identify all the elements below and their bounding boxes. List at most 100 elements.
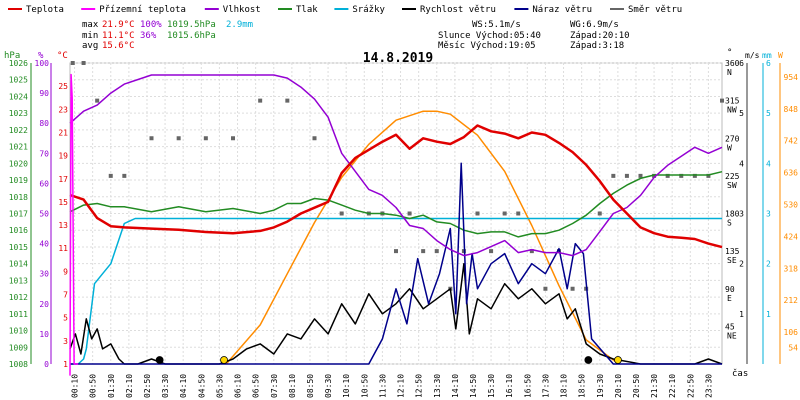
pressure-tick-11: 1019 — [9, 176, 28, 185]
pressure-tick-4: 1012 — [9, 293, 28, 302]
time-tick-18: 12:10 — [397, 374, 406, 398]
marker-sunset — [614, 356, 622, 364]
summary-avg-1: 15.6°C — [102, 41, 135, 51]
rain-tick-4: 5 — [766, 109, 771, 118]
pressure-tick-18: 1026 — [9, 59, 28, 68]
temperature-tick-1: 3 — [63, 337, 68, 346]
radiation-axis-unit: W — [778, 51, 783, 60]
temperature-tick-2: 5 — [63, 314, 68, 323]
humidity-tick-6: 60 — [39, 179, 49, 188]
time-tick-30: 20:10 — [614, 374, 623, 398]
pressure-tick-9: 1017 — [9, 210, 28, 219]
direction-tick-0: 45 — [725, 322, 735, 331]
radiation-tick-5: 530 — [784, 200, 799, 209]
summary-wind-1: WG:6.9m/s — [570, 20, 619, 30]
wind-direction-point-25 — [529, 249, 534, 254]
humidity-tick-5: 50 — [39, 210, 49, 219]
wind-direction-point-38 — [706, 173, 711, 178]
radiation-tick-3: 318 — [784, 264, 799, 273]
wind-direction-point-4 — [122, 173, 127, 178]
time-tick-26: 17:30 — [541, 374, 550, 398]
series-line-n-raz-v-tru — [70, 162, 722, 365]
wind-direction-point-35 — [665, 173, 670, 178]
left-axes: hPa% °C1008100910101011101210131014101510… — [4, 51, 68, 369]
wind-direction-point-18 — [434, 249, 439, 254]
wind-direction-point-31 — [611, 173, 616, 178]
time-tick-7: 04:50 — [197, 374, 206, 398]
time-tick-5: 03:30 — [161, 374, 170, 398]
pressure-tick-10: 1018 — [9, 193, 28, 202]
time-tick-27: 18:10 — [560, 374, 569, 398]
direction-name-0: NE — [727, 331, 737, 340]
direction-tick-6: 315 — [725, 97, 740, 106]
humidity-tick-1: 10 — [39, 330, 49, 339]
legend-label-2: Vlhkost — [223, 5, 261, 15]
time-tick-32: 21:30 — [650, 374, 659, 398]
summary-max-4: 2.9mm — [226, 20, 253, 30]
time-tick-12: 08:10 — [288, 374, 297, 398]
series-line-p-zemn-teplota — [69, 73, 79, 376]
legend: Teplota Přízemní teplota Vlhkost Tlak Srážky… — [8, 5, 682, 15]
wind-direction-point-0 — [70, 61, 75, 65]
wind-axis-unit: m/s — [745, 51, 760, 60]
right-axes: ° m/s mm W45NE90E135SE180S225SW270W315NW360… — [725, 48, 798, 364]
humidity-tick-3: 30 — [39, 270, 49, 279]
summary-avg-0: avg — [82, 41, 98, 51]
direction-tick-4: 225 — [725, 172, 740, 181]
wind-direction-point-34 — [652, 173, 657, 178]
wind-direction-point-7 — [203, 136, 208, 141]
wind-direction-point-9 — [258, 98, 263, 103]
pressure-tick-14: 1022 — [9, 126, 28, 135]
wind-direction-point-22 — [489, 249, 494, 254]
radiation-tick-7: 742 — [784, 137, 799, 146]
legend-label-5: Rychlost větru — [420, 5, 496, 15]
time-axis-unit: čas — [732, 368, 748, 379]
wind-direction-point-33 — [638, 173, 643, 178]
pressure-tick-6: 1014 — [9, 260, 28, 269]
series-line-rychlost-v-tru — [69, 262, 723, 365]
marker-moonset — [155, 356, 164, 364]
time-tick-9: 06:10 — [234, 374, 243, 398]
time-tick-16: 10:50 — [360, 374, 369, 398]
temperature-axis-unit: °C — [57, 51, 68, 61]
summary-min-2: 36% — [140, 31, 157, 41]
rain-tick-1: 2 — [766, 260, 771, 269]
time-tick-21: 14:10 — [451, 374, 460, 398]
wind-direction-point-1 — [81, 61, 86, 65]
legend-label-0: Teplota — [26, 5, 64, 15]
temperature-tick-0: 1 — [63, 360, 68, 369]
wind-direction-point-28 — [570, 286, 575, 291]
time-tick-35: 23:30 — [704, 374, 713, 398]
summary-sun-1: Západ:20:10 — [570, 31, 630, 41]
summary-max-2: 100% — [140, 20, 162, 30]
time-tick-31: 20:50 — [632, 374, 641, 398]
pressure-tick-13: 1021 — [9, 143, 28, 152]
radiation-tick-4: 424 — [784, 232, 799, 241]
summary-wind-0: WS:5.1m/s — [472, 20, 521, 30]
radiation-tick-1: 106 — [784, 328, 799, 337]
temperature-tick-7: 15 — [58, 198, 68, 207]
radiation-tick-2: 212 — [784, 296, 799, 305]
time-tick-33: 22:10 — [668, 374, 677, 398]
humidity-axis-unit: % — [38, 51, 44, 61]
series-layer — [69, 61, 724, 376]
legend-label-7: Směr větru — [628, 5, 682, 15]
humidity-tick-10: 100 — [35, 59, 50, 68]
summary-min-3: 1015.6hPa — [167, 31, 216, 41]
wind-tick-4: 5 — [739, 109, 744, 118]
time-tick-8: 05:30 — [215, 374, 224, 398]
temperature-tick-9: 19 — [58, 152, 68, 161]
x-axis: 00:10 00:50 01:30 02:10 02:50 03:30 04:10 04:50… — [71, 368, 749, 398]
wind-tick-5: 6 — [739, 59, 744, 68]
wind-direction-point-37 — [692, 173, 697, 178]
humidity-tick-9: 90 — [39, 89, 49, 98]
time-tick-24: 16:10 — [505, 374, 514, 398]
wind-tick-1: 2 — [739, 260, 744, 269]
series-line-sr-ky — [70, 217, 722, 365]
direction-name-2: SE — [727, 256, 737, 265]
wind-direction-point-6 — [176, 136, 181, 141]
time-tick-22: 14:50 — [469, 374, 478, 398]
rain-axis-unit: mm — [762, 51, 772, 60]
wind-direction-point-16 — [407, 211, 412, 216]
rain-tick-2: 3 — [766, 210, 771, 219]
